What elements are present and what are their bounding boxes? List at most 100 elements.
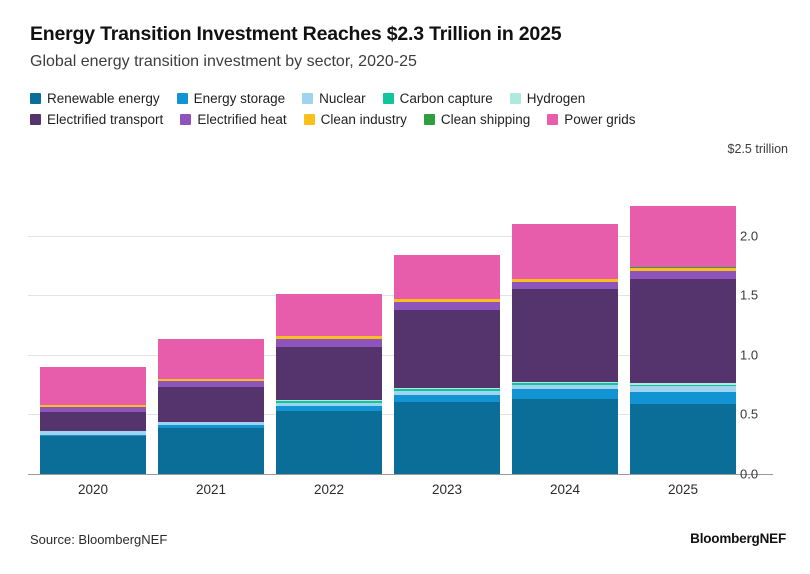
bar-segment-energy-storage[interactable]: [276, 406, 382, 411]
legend-item-label: Renewable energy: [47, 90, 160, 106]
bar-segment-electrified-transport[interactable]: [40, 412, 146, 432]
bar-segment-electrified-transport[interactable]: [276, 346, 382, 401]
bar-segment-carbon-capture[interactable]: [276, 401, 382, 403]
bar-segment-nuclear[interactable]: [630, 385, 736, 392]
brand-label: BloombergNEF: [690, 531, 786, 546]
bar-group-2024[interactable]: [512, 223, 618, 474]
axis-unit-note: $2.5 trillion: [727, 142, 788, 156]
gridline: [28, 354, 736, 356]
bar-segment-energy-storage[interactable]: [158, 425, 264, 428]
bar-segment-power-grids[interactable]: [394, 254, 500, 299]
bar-segment-electrified-transport[interactable]: [630, 278, 736, 384]
bar-segment-nuclear[interactable]: [394, 390, 500, 396]
y-axis-tick-label: 1.0: [740, 347, 759, 363]
legend-item-label: Electrified heat: [197, 111, 287, 127]
gridlines: [28, 176, 736, 474]
bar-segment-clean-industry[interactable]: [40, 404, 146, 408]
legend-item-electrified-transport[interactable]: Electrified transport: [30, 113, 163, 127]
legend-item-clean-industry[interactable]: Clean industry: [303, 113, 407, 127]
bar-segment-electrified-heat[interactable]: [158, 381, 264, 388]
bar-segment-power-grids[interactable]: [158, 339, 264, 379]
legend-swatch-icon: [509, 93, 521, 104]
x-axis-line: [28, 473, 773, 475]
bar-segment-nuclear[interactable]: [276, 402, 382, 407]
bar-segment-carbon-capture[interactable]: [630, 384, 736, 386]
y-axis-tick-label: 1.5: [740, 287, 759, 303]
legend-item-energy-storage[interactable]: Energy storage: [176, 92, 285, 106]
bar-segment-power-grids[interactable]: [276, 294, 382, 336]
bar-segment-renewable-energy[interactable]: [394, 402, 500, 474]
bar-segment-clean-industry[interactable]: [630, 267, 736, 272]
chart-subtitle: Global energy transition investment by s…: [30, 53, 417, 71]
bar-segment-energy-storage[interactable]: [512, 389, 618, 399]
bar-group-2022[interactable]: [276, 294, 382, 474]
x-axis-tick-label: 2022: [313, 482, 345, 497]
legend-item-label: Clean shipping: [440, 111, 531, 127]
bar-segment-electrified-transport[interactable]: [512, 289, 618, 383]
bar-segment-renewable-energy[interactable]: [276, 410, 382, 474]
bar-segment-carbon-capture[interactable]: [512, 383, 618, 385]
y-axis-tick-label: 0.0: [740, 466, 759, 482]
bar-segment-renewable-energy[interactable]: [40, 435, 146, 474]
legend-item-nuclear[interactable]: Nuclear: [302, 92, 366, 106]
bar-segment-clean-shipping[interactable]: [630, 266, 736, 268]
bar-segment-electrified-transport[interactable]: [158, 387, 264, 422]
legend-item-label: Power grids: [564, 111, 636, 127]
bar-group-2023[interactable]: [394, 254, 500, 474]
bar-group-2020[interactable]: [40, 366, 146, 474]
bar-segment-clean-industry[interactable]: [394, 298, 500, 303]
legend-item-clean-shipping[interactable]: Clean shipping: [423, 111, 531, 127]
bar-segment-energy-storage[interactable]: [630, 391, 736, 404]
bar-segment-electrified-heat[interactable]: [630, 271, 736, 279]
bar-segment-electrified-heat[interactable]: [276, 339, 382, 347]
bar-segment-power-grids[interactable]: [630, 205, 736, 267]
bar-segment-electrified-heat[interactable]: [512, 282, 618, 290]
legend-item-power-grids[interactable]: Power grids: [547, 111, 636, 127]
bar-segment-nuclear[interactable]: [158, 421, 264, 426]
legend-item-label: Hydrogen: [526, 90, 586, 106]
plot-area: 0.0 0.5 1.0 1.5 2.0: [28, 176, 773, 482]
legend-swatch-icon: [30, 93, 41, 104]
bar-segment-hydrogen[interactable]: [394, 388, 500, 390]
bar-segment-energy-storage[interactable]: [394, 395, 500, 403]
legend-item-renewable-energy[interactable]: Renewable energy: [30, 92, 160, 106]
bar-segment-renewable-energy[interactable]: [630, 403, 736, 474]
bar-segment-electrified-transport[interactable]: [394, 309, 500, 389]
legend-swatch-icon: [30, 114, 41, 125]
footer-divider: [28, 514, 778, 515]
bar-series-container: [28, 176, 736, 474]
legend-swatch-icon: [180, 114, 192, 125]
legend-item-carbon-capture[interactable]: Carbon capture: [382, 92, 493, 106]
bar-segment-nuclear[interactable]: [512, 384, 618, 390]
legend-item-electrified-heat[interactable]: Electrified heat: [180, 111, 287, 127]
page-title: Energy Transition Investment Reaches $2.…: [30, 23, 562, 45]
bar-segment-clean-industry[interactable]: [512, 278, 618, 283]
gridline: [28, 414, 736, 416]
bar-segment-energy-storage[interactable]: [40, 434, 146, 436]
bar-group-2021[interactable]: [158, 339, 264, 474]
bar-segment-electrified-heat[interactable]: [394, 302, 500, 310]
legend-item-hydrogen[interactable]: Hydrogen: [509, 90, 586, 106]
bar-segment-renewable-energy[interactable]: [512, 398, 618, 474]
bar-segment-electrified-heat[interactable]: [40, 407, 146, 413]
bar-segment-hydrogen[interactable]: [630, 383, 736, 385]
legend-item-label: Nuclear: [319, 90, 366, 106]
bar-segment-power-grids[interactable]: [512, 223, 618, 279]
x-axis-tick-label: 2023: [431, 482, 463, 497]
bar-segment-nuclear[interactable]: [40, 431, 146, 435]
bar-segment-clean-industry[interactable]: [276, 335, 382, 340]
bar-segment-power-grids[interactable]: [40, 366, 146, 405]
legend-swatch-icon: [303, 114, 315, 125]
bar-segment-renewable-energy[interactable]: [158, 427, 264, 474]
legend-swatch-icon: [176, 93, 188, 104]
legend-row: Renewable energy Energy storage Nuclear Car…: [30, 88, 790, 109]
bar-segment-carbon-capture[interactable]: [394, 389, 500, 391]
x-axis-labels: 2020 2021 2022 2023 2024 2025: [28, 482, 736, 502]
bar-segment-clean-industry[interactable]: [158, 378, 264, 382]
bar-segment-hydrogen[interactable]: [512, 382, 618, 384]
bar-group-2025[interactable]: [630, 205, 736, 474]
bar-segment-hydrogen[interactable]: [276, 400, 382, 402]
x-axis-tick-label: 2024: [549, 482, 581, 497]
legend-swatch-icon: [302, 93, 314, 104]
